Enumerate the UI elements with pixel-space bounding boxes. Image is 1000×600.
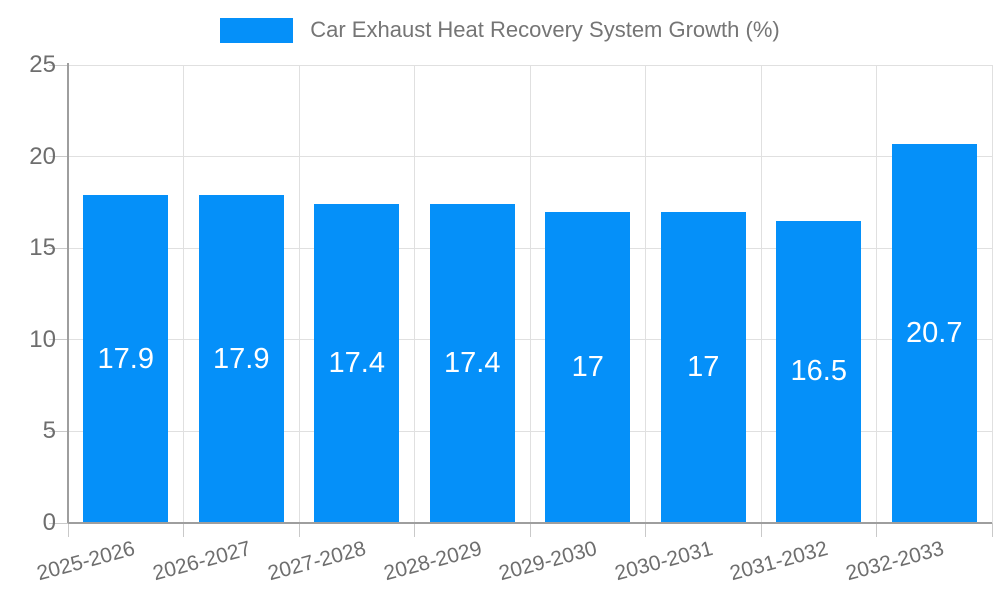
bar-2025-2026[interactable]: 17.9 [83,195,169,523]
x-axis-label: 2032-2033 [843,537,947,586]
v-gridline [991,65,993,523]
y-tick [49,64,68,66]
bar-2029-2030[interactable]: 17 [545,211,631,523]
x-tick [183,523,184,537]
bar-2027-2028[interactable]: 17.4 [314,204,400,523]
x-tick [991,523,993,537]
y-axis-label: 10 [29,325,56,353]
x-axis-label: 2030-2031 [612,537,716,586]
bar-2026-2027[interactable]: 17.9 [198,195,284,523]
legend-label: Car Exhaust Heat Recovery System Growth … [310,17,780,42]
v-gridline [760,65,762,523]
x-axis-label: 2026-2027 [150,537,254,586]
bar-2028-2029[interactable]: 17.4 [429,204,515,523]
bar-2030-2031[interactable]: 17 [660,211,746,523]
v-gridline [414,65,415,523]
bar-2032-2033[interactable]: 20.7 [891,143,977,523]
y-axis-line [67,63,69,523]
y-tick [49,339,68,341]
y-axis-label: 0 [42,509,56,536]
v-gridline [876,65,877,523]
y-axis-label: 15 [29,234,56,262]
x-tick [876,523,877,537]
x-axis-label: 2027-2028 [265,537,369,586]
y-tick [49,430,68,432]
y-tick [49,247,68,249]
y-axis-label: 20 [29,142,56,170]
x-axis-label: 2028-2029 [381,537,485,586]
x-axis-label: 2031-2032 [727,537,831,586]
v-gridline [529,65,531,523]
x-tick [298,523,300,537]
x-axis-label: 2025-2026 [34,537,138,586]
v-gridline [183,65,184,523]
v-gridline [645,65,646,523]
x-tick [760,523,762,537]
y-tick [49,156,68,158]
legend-swatch [220,17,294,43]
x-tick [67,523,69,537]
chart-legend[interactable]: Car Exhaust Heat Recovery System Growth … [0,17,1000,43]
x-tick [529,523,531,537]
y-axis-label: 25 [29,51,56,78]
x-tick [414,523,415,537]
x-tick [645,523,646,537]
x-axis-line [68,522,992,524]
y-axis-label: 5 [42,417,56,445]
y-tick [49,522,68,524]
v-gridline [298,65,300,523]
x-axis-label: 2029-2030 [496,537,600,586]
bar-2031-2032[interactable]: 16.5 [776,220,862,523]
